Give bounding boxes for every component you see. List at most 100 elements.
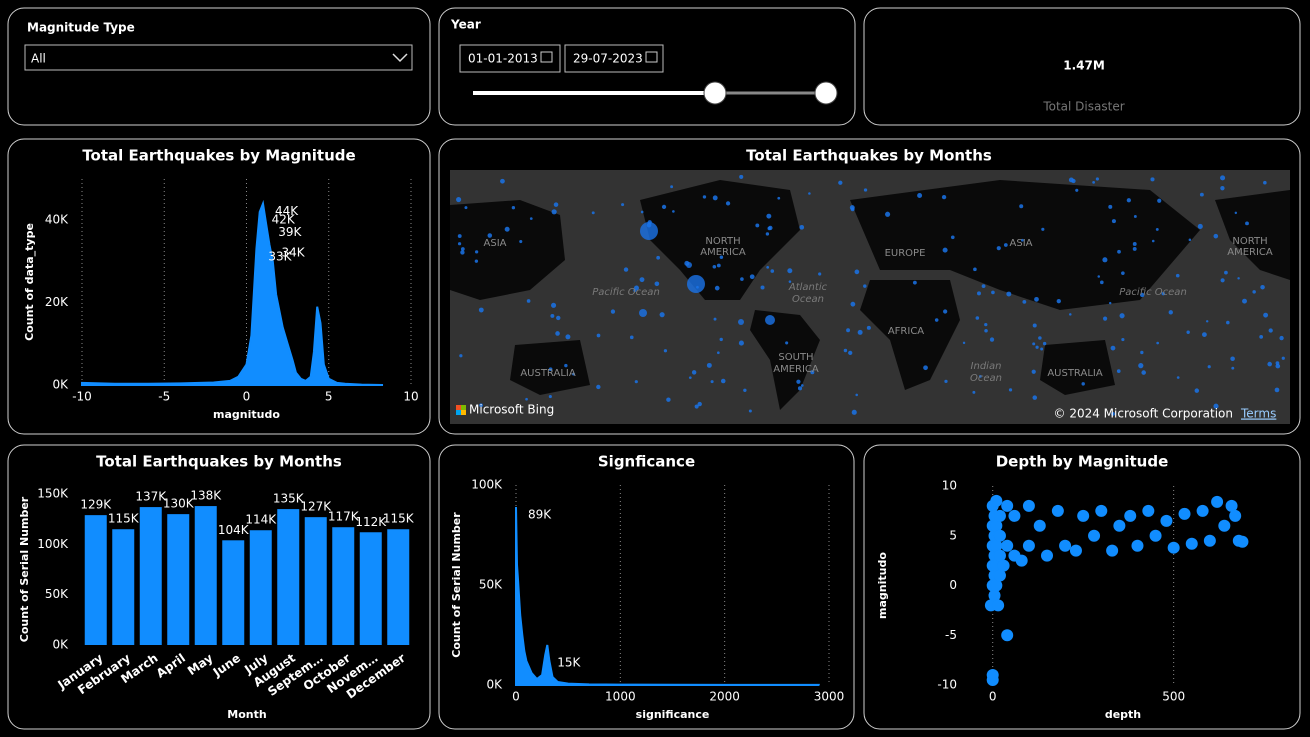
map-dot	[720, 378, 726, 384]
map-dot	[548, 395, 552, 399]
scatter-point	[993, 509, 1006, 522]
map-dot	[942, 247, 948, 253]
scatter-point	[993, 569, 1006, 582]
map-dot	[785, 341, 789, 345]
map-dot	[670, 185, 674, 189]
card-label: Total Disaster	[1042, 100, 1124, 114]
map-dot	[712, 265, 717, 269]
y-tick-label: 10	[942, 479, 957, 493]
map-dot	[1069, 313, 1072, 316]
date-input[interactable]	[564, 44, 664, 73]
scatter-point	[1033, 519, 1046, 532]
map-dot	[725, 201, 731, 206]
dropdown-arrow[interactable]	[392, 53, 408, 63]
slider-handle[interactable]	[814, 81, 838, 105]
y-tick-label: 0K	[52, 378, 69, 392]
date-input[interactable]	[459, 44, 561, 73]
map-dot	[797, 386, 803, 391]
x-tick-label: 5	[325, 390, 333, 404]
map-dot	[1003, 243, 1008, 247]
map-dot	[1231, 366, 1235, 370]
map-dot	[810, 370, 815, 375]
map-dot	[1188, 238, 1192, 242]
map-dot	[629, 335, 634, 340]
map-dot	[550, 302, 557, 308]
map-dot	[686, 262, 692, 268]
map-dot	[1068, 177, 1074, 183]
map-dot	[487, 233, 493, 238]
x-tick-label: 0	[512, 690, 520, 704]
map-dot	[526, 299, 531, 303]
map-dot	[1034, 296, 1039, 302]
map-dot	[1132, 242, 1137, 246]
x-tick-label: 1000	[605, 690, 636, 704]
continent	[850, 180, 1200, 310]
scatter-point	[990, 494, 1003, 507]
continent	[860, 280, 960, 390]
map-terms[interactable]: Terms	[1240, 407, 1276, 421]
map-dot	[989, 337, 995, 342]
map-dot	[1032, 323, 1037, 328]
map-dot	[591, 211, 595, 215]
map-dot	[623, 267, 629, 272]
map-dot	[1006, 291, 1012, 297]
slider-handle[interactable]	[703, 81, 727, 105]
map-dot	[787, 268, 793, 274]
date-end[interactable]: 29-07-2023	[573, 52, 643, 66]
map-dot	[743, 388, 747, 392]
card-panel	[863, 7, 1301, 126]
map-dot	[863, 284, 867, 288]
calendar-icon[interactable]	[645, 51, 658, 63]
scatter-point	[990, 579, 1003, 592]
x-tick-label: -10	[72, 390, 92, 404]
map-dot	[866, 325, 871, 330]
data-label: 138K	[190, 489, 222, 503]
map-dot	[555, 331, 560, 336]
map-label: Pacific Ocean	[1119, 287, 1187, 298]
map-dot	[1108, 204, 1113, 209]
scatter-point	[992, 599, 1005, 612]
scatter-point	[1077, 509, 1090, 522]
map-label: EUROPE	[885, 248, 926, 259]
date-start[interactable]: 01-01-2013	[468, 52, 538, 66]
x-axis-title: Month	[227, 708, 266, 721]
map-dot	[1121, 271, 1125, 275]
calendar-icon[interactable]	[540, 51, 553, 63]
scatter-point	[1041, 549, 1053, 562]
map-dot	[984, 323, 988, 327]
dropdown-value[interactable]: All	[31, 52, 46, 66]
data-label: 112K	[355, 515, 387, 529]
map-dot	[1156, 341, 1160, 345]
map-title: Total Earthquakes by Months	[746, 147, 992, 165]
map-dot	[1213, 403, 1219, 409]
map-dot	[596, 384, 601, 390]
scatter-point	[1106, 544, 1119, 557]
map-dot	[738, 319, 744, 325]
map-dot	[548, 367, 553, 372]
y-tick-label: 50K	[45, 587, 69, 601]
map-dot	[912, 280, 917, 285]
map-dot	[1121, 337, 1125, 342]
map-dot	[1138, 363, 1144, 369]
data-label: 15K	[557, 656, 581, 670]
continent	[750, 310, 820, 410]
y-axis-title: Count of data_type	[23, 223, 36, 341]
map-points	[456, 174, 1285, 416]
bar	[359, 532, 382, 645]
map-label: AUSTRALIA	[520, 368, 576, 379]
map-dot	[1220, 175, 1226, 181]
data-label: 115K	[108, 512, 140, 526]
map-dot	[788, 280, 792, 283]
map-dot	[846, 328, 851, 333]
map-dot	[1224, 270, 1228, 275]
map-dot	[973, 267, 977, 272]
y-tick-label: 150K	[37, 487, 69, 501]
bar	[277, 509, 300, 645]
map-dot	[459, 354, 463, 358]
y-tick-label: 0K	[52, 638, 69, 652]
map-dot	[863, 188, 868, 192]
data-label: 135K	[273, 492, 305, 506]
map-dot	[1140, 350, 1144, 355]
dropdown[interactable]	[24, 44, 413, 71]
map-dot	[1032, 342, 1036, 346]
